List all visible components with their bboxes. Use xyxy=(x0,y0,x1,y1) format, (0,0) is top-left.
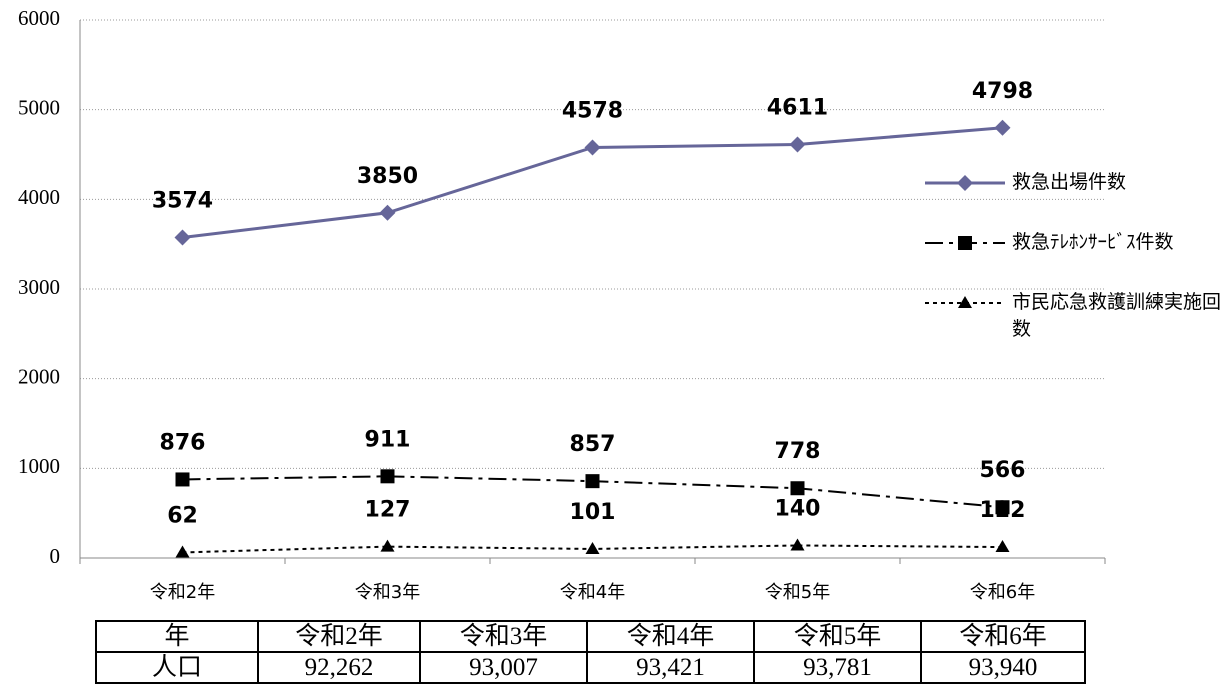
data-label: 3574 xyxy=(152,189,213,214)
marker xyxy=(380,539,395,552)
data-label: 4798 xyxy=(972,79,1033,104)
data-label: 140 xyxy=(775,496,821,521)
data-label: 4611 xyxy=(767,96,828,121)
y-tick-label: 1000 xyxy=(18,454,60,478)
marker xyxy=(790,481,805,496)
marker xyxy=(789,136,806,153)
y-tick-label: 2000 xyxy=(18,364,60,388)
marker xyxy=(995,500,1010,515)
table-cell: 93,781 xyxy=(753,651,922,684)
marker xyxy=(174,229,191,246)
data-label: 911 xyxy=(365,427,411,452)
x-tick-label: 令和5年 xyxy=(765,582,830,603)
data-label: 4578 xyxy=(562,99,623,124)
x-tick-label: 令和3年 xyxy=(355,582,420,603)
table-cell: 令和6年 xyxy=(920,620,1086,653)
y-tick-label: 4000 xyxy=(18,185,60,209)
table-cell: 93,940 xyxy=(920,651,1086,684)
marker xyxy=(585,474,600,489)
marker xyxy=(379,204,396,221)
data-label: 566 xyxy=(980,458,1026,483)
marker xyxy=(957,175,973,191)
table-row: 人口 92,262 93,007 93,421 93,781 93,940 xyxy=(95,651,1086,684)
y-tick-label: 6000 xyxy=(18,6,60,30)
y-tick-label: 5000 xyxy=(18,95,60,119)
data-label: 857 xyxy=(570,432,616,457)
data-label: 122 xyxy=(980,498,1026,523)
table-cell: 令和4年 xyxy=(586,620,755,653)
table-cell: 令和2年 xyxy=(257,620,421,653)
x-tick-label: 令和2年 xyxy=(150,582,215,603)
marker xyxy=(995,540,1010,553)
table-cell: 92,262 xyxy=(257,651,421,684)
x-tick-label: 令和6年 xyxy=(970,582,1035,603)
table-cell: 93,007 xyxy=(419,651,588,684)
marker xyxy=(584,139,601,156)
data-label: 101 xyxy=(570,500,616,525)
data-label: 3850 xyxy=(357,164,418,189)
table-row: 年令和2年 令和3年 令和4年 令和5年 令和6年 xyxy=(95,620,1086,653)
table-cell: 年 xyxy=(95,620,259,653)
y-tick-label: 3000 xyxy=(18,275,60,299)
y-tick-label: 0 xyxy=(50,544,61,568)
marker xyxy=(175,545,190,558)
marker xyxy=(958,236,972,250)
table-cell: 令和5年 xyxy=(753,620,922,653)
marker xyxy=(175,472,190,487)
data-label: 778 xyxy=(775,439,821,464)
table-cell: 令和3年 xyxy=(419,620,588,653)
marker xyxy=(958,296,972,308)
marker xyxy=(790,538,805,551)
data-label: 876 xyxy=(160,430,206,455)
population-table: 年令和2年 令和3年 令和4年 令和5年 令和6年 人口 92,262 93,007 93,42… xyxy=(95,620,1086,684)
x-tick-label: 令和4年 xyxy=(560,582,625,603)
table-cell: 人口 xyxy=(95,651,259,684)
marker xyxy=(994,119,1011,136)
data-label: 127 xyxy=(365,498,411,523)
marker xyxy=(585,541,600,554)
legend-label: 救急ﾃﾚﾎﾝｻｰﾋﾞｽ件数 xyxy=(1012,231,1174,253)
legend-label: 救急出場件数 xyxy=(1012,171,1127,193)
marker xyxy=(380,469,395,484)
table-cell: 93,421 xyxy=(586,651,755,684)
legend-label: 市民応急救護訓練実施回数 xyxy=(1012,291,1222,340)
data-label: 62 xyxy=(167,503,198,528)
